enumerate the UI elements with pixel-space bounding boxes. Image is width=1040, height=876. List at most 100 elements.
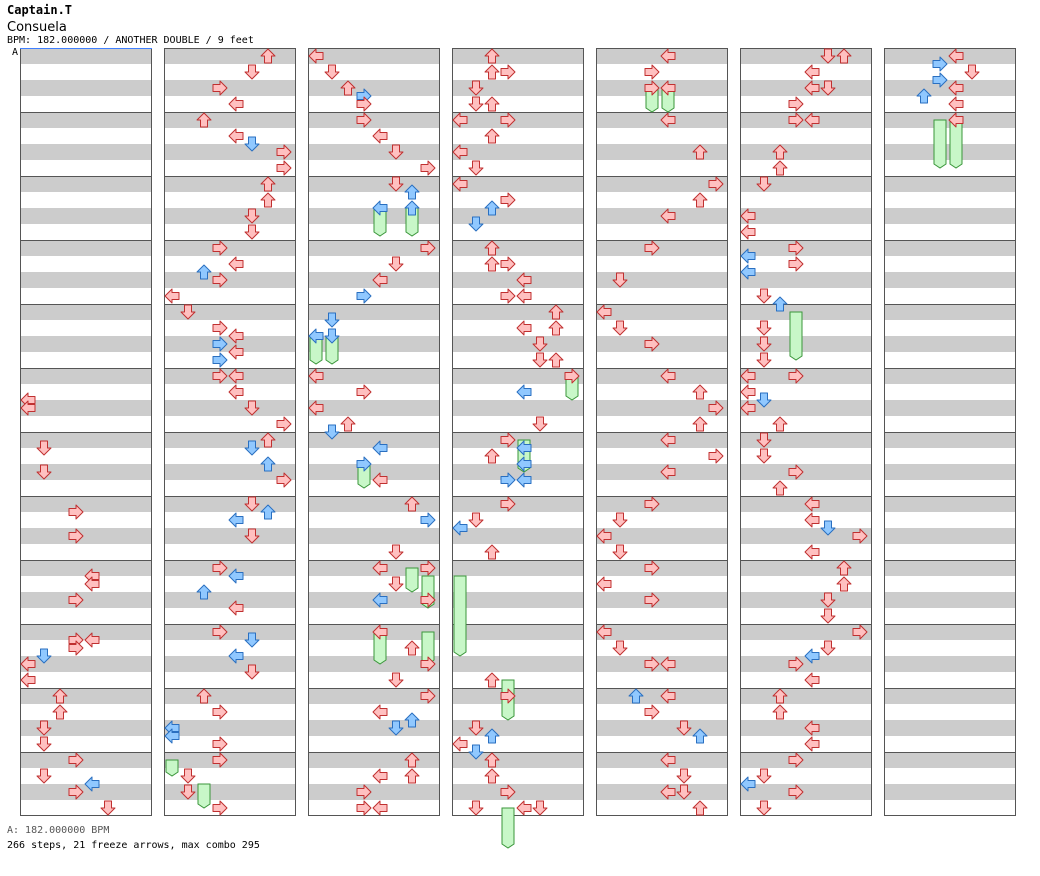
- left-arrow: [660, 80, 676, 96]
- beat-stripe: [308, 464, 440, 480]
- left-arrow: [740, 368, 756, 384]
- beat-stripe: [308, 304, 440, 320]
- up-arrow: [484, 768, 500, 784]
- down-arrow: [244, 136, 260, 152]
- beat-stripe: [308, 144, 440, 160]
- down-arrow: [820, 640, 836, 656]
- down-arrow: [532, 416, 548, 432]
- beat-stripe: [452, 240, 584, 256]
- left-arrow: [660, 784, 676, 800]
- beat-stripe: [740, 400, 872, 416]
- down-arrow: [244, 208, 260, 224]
- beat-stripe: [452, 144, 584, 160]
- down-arrow: [388, 720, 404, 736]
- up-arrow: [196, 264, 212, 280]
- left-arrow: [516, 800, 532, 816]
- beat-stripe: [308, 752, 440, 768]
- down-arrow: [468, 744, 484, 760]
- beat-stripe: [452, 528, 584, 544]
- beat-stripe: [164, 432, 296, 448]
- left-arrow: [228, 328, 244, 344]
- beat-stripe: [740, 464, 872, 480]
- beat-stripe: [596, 336, 728, 352]
- down-arrow: [612, 512, 628, 528]
- down-arrow: [180, 784, 196, 800]
- freeze-arrow: [933, 119, 947, 169]
- left-arrow: [804, 736, 820, 752]
- right-arrow: [644, 592, 660, 608]
- down-arrow: [36, 464, 52, 480]
- down-arrow: [388, 176, 404, 192]
- left-arrow: [228, 384, 244, 400]
- right-arrow: [212, 320, 228, 336]
- up-arrow: [772, 480, 788, 496]
- beat-stripe: [452, 624, 584, 640]
- column-border: [452, 48, 584, 816]
- beat-stripe: [596, 496, 728, 512]
- down-arrow: [468, 512, 484, 528]
- left-arrow: [740, 248, 756, 264]
- down-arrow: [244, 664, 260, 680]
- beat-stripe: [308, 656, 440, 672]
- up-arrow: [404, 200, 420, 216]
- up-arrow: [692, 416, 708, 432]
- right-arrow: [68, 640, 84, 656]
- beat-stripe: [164, 240, 296, 256]
- beat-stripe: [740, 304, 872, 320]
- down-arrow: [468, 96, 484, 112]
- up-arrow: [772, 160, 788, 176]
- left-arrow: [20, 400, 36, 416]
- left-arrow: [660, 464, 676, 480]
- left-arrow: [804, 648, 820, 664]
- left-arrow: [516, 320, 532, 336]
- left-arrow: [740, 224, 756, 240]
- up-arrow: [484, 240, 500, 256]
- beat-stripe: [884, 752, 1016, 768]
- up-arrow: [692, 800, 708, 816]
- down-arrow: [756, 768, 772, 784]
- left-arrow: [20, 656, 36, 672]
- right-arrow: [356, 112, 372, 128]
- beat-stripe: [164, 336, 296, 352]
- beat-stripe: [164, 80, 296, 96]
- left-arrow: [660, 208, 676, 224]
- beat-stripe: [308, 688, 440, 704]
- down-arrow: [36, 440, 52, 456]
- beat-stripe: [20, 48, 152, 64]
- right-arrow: [68, 528, 84, 544]
- right-arrow: [420, 512, 436, 528]
- right-arrow: [212, 736, 228, 752]
- left-arrow: [740, 776, 756, 792]
- down-arrow: [820, 592, 836, 608]
- up-arrow: [260, 192, 276, 208]
- up-arrow: [260, 48, 276, 64]
- down-arrow: [244, 496, 260, 512]
- left-arrow: [804, 80, 820, 96]
- freeze-arrow: [501, 807, 515, 849]
- right-arrow: [788, 112, 804, 128]
- beat-stripe: [740, 752, 872, 768]
- right-arrow: [788, 240, 804, 256]
- up-arrow: [196, 112, 212, 128]
- beat-stripe: [884, 176, 1016, 192]
- beat-stripe: [20, 176, 152, 192]
- up-arrow: [484, 48, 500, 64]
- beat-stripe: [164, 400, 296, 416]
- left-arrow: [516, 384, 532, 400]
- right-arrow: [500, 64, 516, 80]
- right-arrow: [788, 256, 804, 272]
- beat-stripe: [740, 688, 872, 704]
- right-arrow: [708, 400, 724, 416]
- beat-stripe: [884, 784, 1016, 800]
- right-arrow: [852, 528, 868, 544]
- freeze-arrow: [197, 783, 211, 809]
- left-arrow: [228, 128, 244, 144]
- up-arrow: [404, 496, 420, 512]
- right-arrow: [500, 256, 516, 272]
- left-arrow: [804, 496, 820, 512]
- beat-stripe: [884, 720, 1016, 736]
- beat-stripe: [452, 400, 584, 416]
- down-arrow: [244, 64, 260, 80]
- left-arrow: [372, 272, 388, 288]
- right-arrow: [212, 800, 228, 816]
